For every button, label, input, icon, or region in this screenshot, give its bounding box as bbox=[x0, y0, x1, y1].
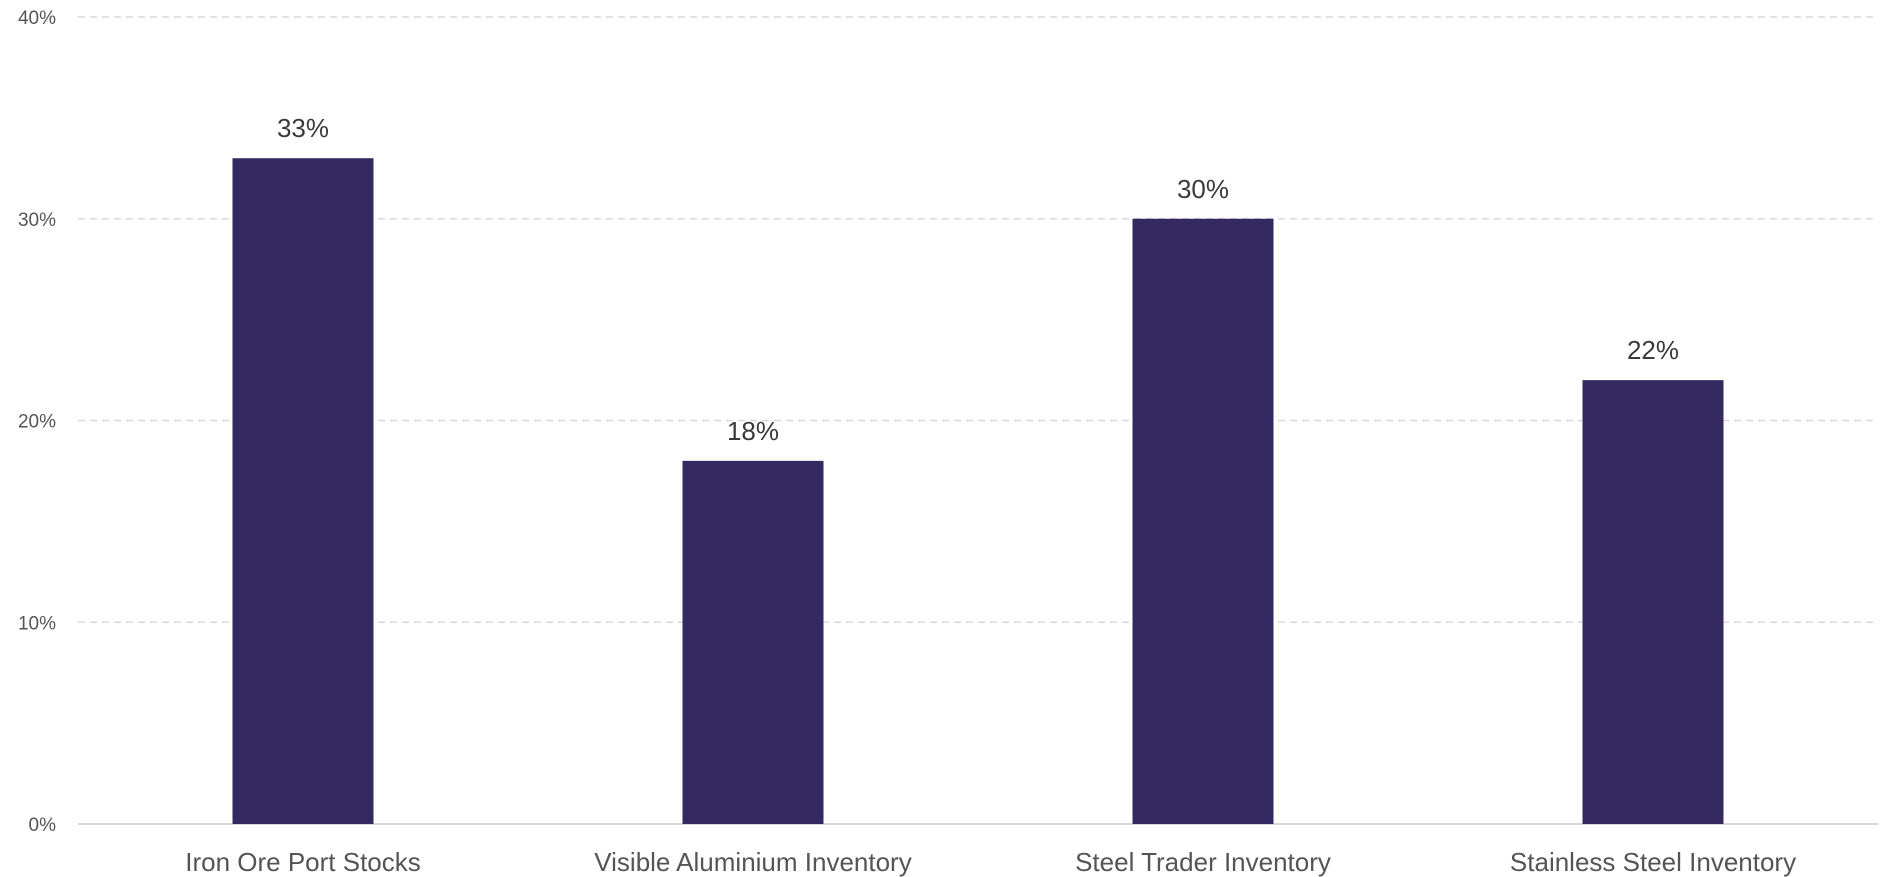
category-label: Iron Ore Port Stocks bbox=[185, 847, 421, 877]
y-tick-label: 20% bbox=[18, 412, 56, 433]
data-label: 22% bbox=[1627, 335, 1679, 365]
category-label: Steel Trader Inventory bbox=[1075, 847, 1331, 877]
y-tick-label: 40% bbox=[18, 8, 56, 29]
bar bbox=[1582, 380, 1724, 824]
x-axis: Iron Ore Port Stocks Visible Aluminium In… bbox=[185, 847, 1796, 877]
y-tick-label: 0% bbox=[29, 815, 57, 836]
gridlines bbox=[78, 16, 1878, 623]
y-axis: 0% 10% 20% 30% 40% bbox=[18, 8, 1878, 836]
bar bbox=[232, 158, 374, 825]
data-label: 33% bbox=[277, 113, 329, 143]
category-label: Visible Aluminium Inventory bbox=[594, 847, 911, 877]
category-label: Stainless Steel Inventory bbox=[1510, 847, 1796, 877]
data-labels: 33% 18% 30% 22% bbox=[277, 113, 1679, 446]
bar bbox=[1132, 218, 1274, 824]
bar bbox=[682, 460, 824, 824]
bars bbox=[232, 158, 1724, 825]
data-label: 30% bbox=[1177, 174, 1229, 204]
data-label: 18% bbox=[727, 416, 779, 446]
y-tick-label: 30% bbox=[18, 210, 56, 231]
y-tick-label: 10% bbox=[18, 613, 56, 634]
